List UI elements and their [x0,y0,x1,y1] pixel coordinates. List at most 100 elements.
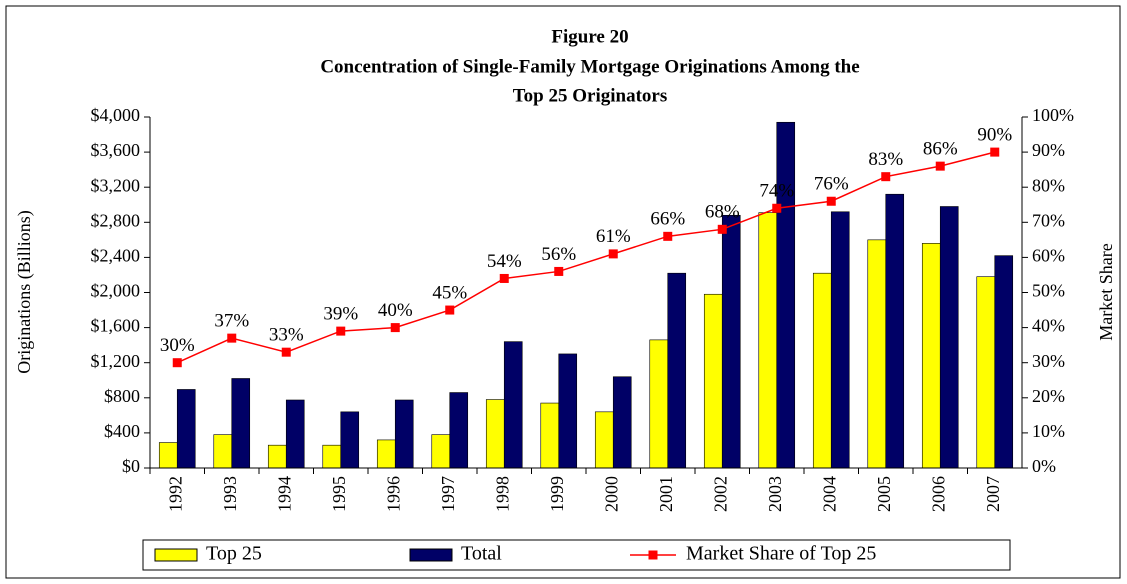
bar [976,276,996,469]
bar [994,255,1014,469]
data-label: 56% [541,244,576,265]
legend-swatch [409,548,453,562]
data-label: 61% [596,226,631,247]
marker [881,172,891,182]
x-tick-label: 1992 [165,476,185,512]
y2-tick-label: 40% [1032,316,1065,336]
bar [830,211,850,469]
bar [612,376,632,469]
bar [667,272,687,469]
y2-tick-label: 0% [1032,456,1056,476]
bar [594,411,614,469]
y-tick-label: $2,800 [91,210,141,230]
y-tick-label: $3,600 [91,140,141,160]
y-tick-label: $3,200 [91,175,141,195]
y2-tick-label: 90% [1032,140,1065,160]
x-tick-label: 2006 [928,476,948,512]
data-label: 68% [705,202,740,223]
bar [921,243,941,469]
bar [376,439,396,469]
y2-tick-label: 60% [1032,246,1065,266]
y2-axis-label: Market Share [1096,243,1116,340]
data-label: 37% [214,310,249,331]
x-tick-label: 2004 [819,476,839,512]
data-label: 90% [977,124,1012,145]
data-label: 40% [378,300,413,321]
bar [758,212,778,469]
marker [717,224,727,234]
x-tick-label: 2007 [983,476,1003,512]
marker [336,326,346,336]
bar [322,444,342,469]
x-tick-label: 1998 [492,476,512,512]
legend-label: Total [461,543,502,565]
bar [503,341,523,469]
bar [721,214,741,469]
marker [772,203,782,213]
y-tick-label: $4,000 [91,105,141,125]
y-tick-label: $400 [104,421,140,441]
y2-tick-label: 30% [1032,351,1065,371]
y2-tick-label: 100% [1032,105,1074,125]
y-tick-label: $2,400 [91,246,141,266]
bar [649,339,669,469]
line [176,151,995,364]
x-tick-label: 1993 [220,476,240,512]
marker [445,305,455,315]
bar [449,392,469,469]
x-tick-label: 1999 [547,476,567,512]
chart-title: Figure 20 [551,26,628,47]
bar [394,399,414,469]
bar [540,402,560,469]
marker [281,347,291,357]
bar [776,121,796,469]
bar [939,206,959,469]
y-tick-label: $1,200 [91,351,141,371]
chart-title: Concentration of Single-Family Mortgage … [320,56,859,77]
x-tick-label: 2003 [765,476,785,512]
chart-title: Top 25 Originators [513,85,668,106]
bar [176,389,196,469]
y2-tick-label: 10% [1032,421,1065,441]
legend-label: Market Share of Top 25 [686,543,876,565]
data-label: 33% [269,325,304,346]
legend-swatch [648,550,658,560]
bar [485,399,505,469]
x-tick-label: 2005 [874,476,894,512]
data-label: 45% [432,282,467,303]
bar [340,411,360,469]
marker [990,147,1000,157]
marker [663,231,673,241]
marker [608,249,618,259]
x-tick-label: 2000 [601,476,621,512]
data-label: 30% [160,335,195,356]
bar [867,239,887,469]
x-tick-label: 1995 [329,476,349,512]
x-tick-label: 1994 [274,476,294,512]
data-label: 39% [323,303,358,324]
bar [885,193,905,469]
x-tick-label: 1996 [383,476,403,512]
bar [285,399,305,469]
marker [227,333,237,343]
y2-tick-label: 20% [1032,386,1065,406]
y-tick-label: $1,600 [91,316,141,336]
x-tick-label: 2001 [656,476,676,512]
data-label: 86% [923,138,958,159]
y2-tick-label: 80% [1032,175,1065,195]
x-tick-label: 2002 [710,476,730,512]
y-axis-label: Originations (Billions) [14,210,35,374]
legend-label: Top 25 [206,543,262,565]
data-label: 83% [868,149,903,170]
marker [390,323,400,333]
bar [812,272,832,469]
data-label: 54% [487,251,522,272]
y2-tick-label: 50% [1032,281,1065,301]
bar [431,434,451,469]
legend-swatch [154,548,198,562]
y-tick-label: $2,000 [91,281,141,301]
y2-tick-label: 70% [1032,210,1065,230]
marker [172,358,182,368]
